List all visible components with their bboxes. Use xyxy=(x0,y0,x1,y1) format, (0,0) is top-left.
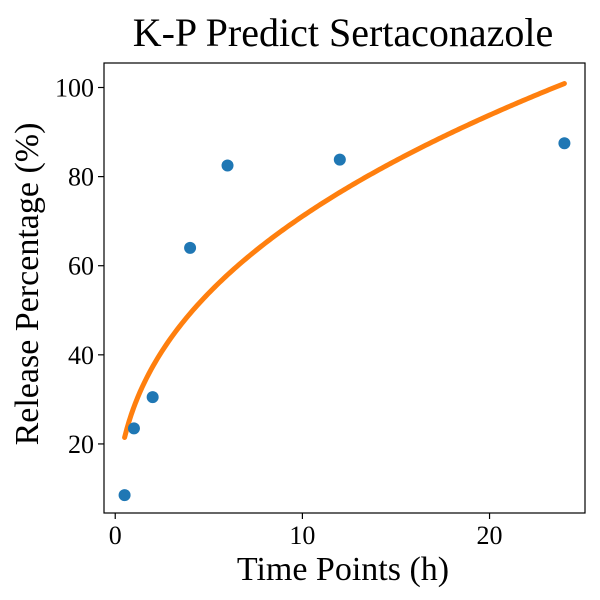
fit-curve xyxy=(122,81,567,440)
y-tick-label: 20 xyxy=(68,430,94,459)
data-point xyxy=(184,241,197,254)
y-axis-label: Release Percentage (%) xyxy=(9,123,46,446)
y-tick-label: 80 xyxy=(68,163,94,192)
y-tick-label: 40 xyxy=(68,341,94,370)
x-axis-label: Time Points (h) xyxy=(237,551,449,588)
data-point xyxy=(221,159,234,172)
y-tick-label: 60 xyxy=(68,252,94,281)
data-point xyxy=(333,153,346,166)
x-tick-label: 20 xyxy=(477,521,503,550)
y-axis: 20 40 60 80 100 xyxy=(55,74,104,459)
data-point xyxy=(127,422,140,435)
data-point xyxy=(146,391,159,404)
x-tick-label: 10 xyxy=(289,521,315,550)
data-point xyxy=(118,489,131,502)
x-tick-label: 0 xyxy=(109,521,122,550)
y-tick-label: 100 xyxy=(55,74,94,103)
data-point xyxy=(558,137,571,150)
chart-title: K-P Predict Sertaconazole xyxy=(133,10,554,55)
plot-frame xyxy=(103,62,586,514)
plot-area xyxy=(118,81,571,502)
x-axis: 0 10 20 xyxy=(109,513,503,550)
